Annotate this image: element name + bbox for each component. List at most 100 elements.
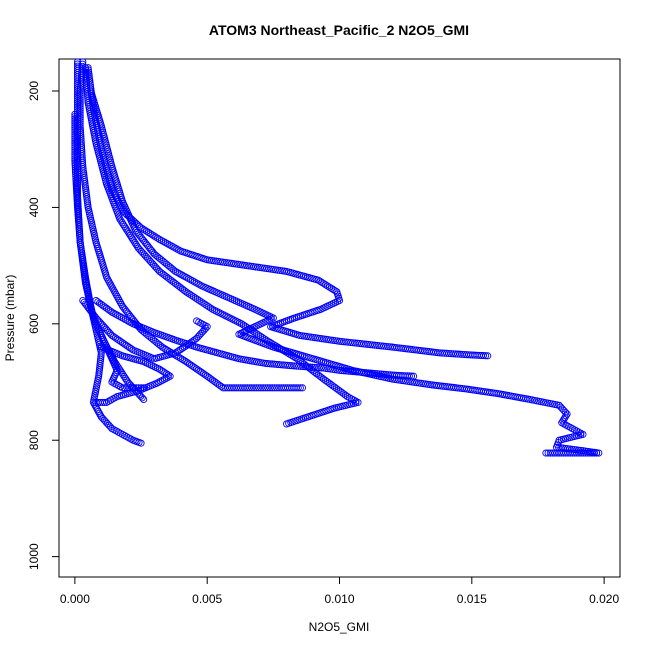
data-point bbox=[175, 347, 183, 355]
data-point bbox=[73, 187, 82, 195]
data-point bbox=[199, 299, 207, 307]
data-point bbox=[301, 363, 310, 371]
data-point bbox=[243, 384, 251, 392]
data-point bbox=[73, 165, 82, 173]
data-point bbox=[407, 372, 416, 380]
data-point bbox=[393, 376, 401, 384]
data-point bbox=[197, 298, 205, 306]
data-point bbox=[158, 343, 166, 351]
data-point bbox=[302, 332, 310, 340]
data-point bbox=[154, 234, 162, 242]
data-point bbox=[338, 337, 346, 346]
data-point bbox=[269, 265, 277, 274]
data-point bbox=[75, 225, 83, 233]
data-point bbox=[313, 364, 321, 372]
data-point bbox=[89, 398, 97, 406]
data-point bbox=[355, 339, 363, 348]
data-point bbox=[73, 154, 82, 162]
data-point bbox=[120, 222, 129, 230]
data-point bbox=[304, 363, 312, 371]
data-point bbox=[266, 360, 274, 368]
data-point bbox=[177, 271, 185, 279]
data-point bbox=[351, 339, 359, 347]
data-point bbox=[74, 198, 82, 206]
data-point bbox=[340, 367, 348, 375]
data-point bbox=[261, 359, 269, 367]
data-point bbox=[103, 304, 111, 312]
x-axis: 0.000 0.005 0.010 0.015 0.020 bbox=[60, 577, 619, 606]
data-point bbox=[141, 226, 149, 234]
data-point bbox=[357, 368, 366, 376]
data-point bbox=[73, 190, 82, 198]
data-point bbox=[561, 408, 570, 416]
data-point bbox=[101, 303, 109, 311]
data-point bbox=[73, 167, 82, 175]
data-point bbox=[272, 360, 280, 368]
y-tick-label-4: 1000 bbox=[27, 543, 41, 570]
data-point bbox=[210, 377, 218, 385]
data-point bbox=[160, 344, 168, 352]
data-point bbox=[286, 361, 294, 370]
data-point bbox=[335, 366, 344, 374]
data-point bbox=[123, 226, 131, 234]
data-point bbox=[342, 367, 350, 375]
data-point bbox=[296, 384, 304, 392]
data-point bbox=[290, 362, 298, 370]
data-point bbox=[187, 276, 195, 284]
data-point bbox=[357, 340, 366, 348]
data-point bbox=[175, 269, 183, 278]
data-point bbox=[73, 103, 82, 111]
data-point bbox=[138, 394, 146, 402]
data-point bbox=[324, 282, 332, 290]
data-point bbox=[316, 334, 324, 342]
data-point bbox=[212, 379, 220, 387]
data-point bbox=[283, 361, 292, 369]
data-point bbox=[320, 335, 328, 343]
data-point bbox=[119, 220, 127, 229]
data-point bbox=[118, 313, 126, 322]
data-point bbox=[266, 384, 274, 392]
data-point bbox=[327, 284, 335, 292]
data-point bbox=[322, 364, 330, 372]
data-point bbox=[253, 330, 261, 338]
data-point bbox=[299, 363, 307, 371]
data-point bbox=[276, 266, 284, 275]
data-point bbox=[268, 384, 276, 392]
data-point bbox=[73, 112, 82, 120]
data-point bbox=[329, 285, 337, 294]
data-point bbox=[73, 178, 82, 187]
data-point bbox=[353, 339, 361, 347]
data-point bbox=[73, 145, 82, 153]
data-point bbox=[73, 123, 82, 131]
data-point bbox=[270, 360, 278, 368]
data-point bbox=[349, 339, 357, 347]
data-point bbox=[74, 205, 82, 213]
data-point bbox=[73, 139, 82, 147]
data-point bbox=[73, 163, 82, 171]
data-point bbox=[196, 367, 204, 375]
data-point bbox=[184, 289, 192, 297]
data-point bbox=[315, 364, 323, 372]
data-point bbox=[124, 228, 132, 236]
data-point bbox=[307, 333, 315, 341]
data-point bbox=[308, 363, 316, 371]
data-point bbox=[189, 337, 197, 345]
data-point bbox=[161, 239, 169, 247]
data-point bbox=[75, 218, 83, 226]
data-point bbox=[73, 147, 82, 155]
data-point bbox=[73, 150, 82, 158]
data-point bbox=[239, 321, 248, 329]
data-point bbox=[346, 367, 355, 375]
data-point bbox=[185, 339, 194, 347]
data-point bbox=[150, 232, 158, 240]
data-point bbox=[75, 212, 83, 220]
data-point bbox=[377, 370, 385, 378]
data-point bbox=[194, 366, 202, 374]
data-point bbox=[139, 225, 147, 233]
data-point bbox=[275, 361, 283, 369]
data-point bbox=[74, 201, 82, 209]
data-point bbox=[112, 359, 120, 368]
data-point bbox=[126, 344, 134, 352]
data-point bbox=[259, 384, 267, 392]
